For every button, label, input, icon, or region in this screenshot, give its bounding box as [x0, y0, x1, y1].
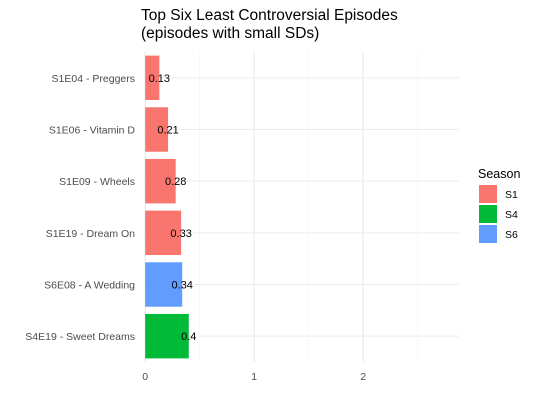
legend-key	[479, 225, 497, 243]
legend: Season S1 S4 S6	[478, 167, 520, 243]
plot-area: 0.13 0.21 0.28 0.33 0.34 0.4 S1E04 - Preggers S…	[25, 52, 459, 383]
bar	[145, 55, 160, 101]
chart-subtitle: (episodes with small SDs)	[141, 25, 319, 42]
y-tick-label: S1E06 - Vitamin D	[49, 125, 136, 137]
chart-title: Top Six Least Controversial Episodes	[141, 7, 398, 24]
bar	[145, 262, 183, 307]
legend-label: S6	[505, 229, 518, 241]
data-label: 0.34	[172, 280, 193, 292]
y-tick-label: S6E08 - A Wedding	[44, 280, 135, 292]
bar	[145, 107, 169, 152]
data-label: 0.13	[149, 73, 170, 85]
legend-key	[479, 205, 497, 223]
x-tick-label: 1	[251, 371, 257, 383]
y-tick-label: S4E19 - Sweet Dreams	[25, 331, 135, 343]
data-label: 0.33	[170, 228, 191, 240]
legend-title: Season	[478, 167, 520, 181]
x-tick-label: 2	[360, 371, 366, 383]
data-label: 0.4	[181, 331, 196, 343]
x-tick-label: 0	[142, 371, 148, 383]
y-tick-label: S1E09 - Wheels	[59, 176, 135, 188]
legend-label: S1	[505, 189, 518, 201]
bar	[145, 313, 189, 359]
data-label: 0.21	[157, 125, 178, 137]
data-label: 0.28	[165, 176, 186, 188]
legend-label: S4	[505, 209, 518, 221]
y-tick-label: S1E04 - Preggers	[52, 73, 135, 85]
legend-key	[479, 185, 497, 203]
bar	[145, 210, 182, 256]
bar	[145, 158, 176, 204]
y-tick-label: S1E19 - Dream On	[46, 228, 135, 240]
